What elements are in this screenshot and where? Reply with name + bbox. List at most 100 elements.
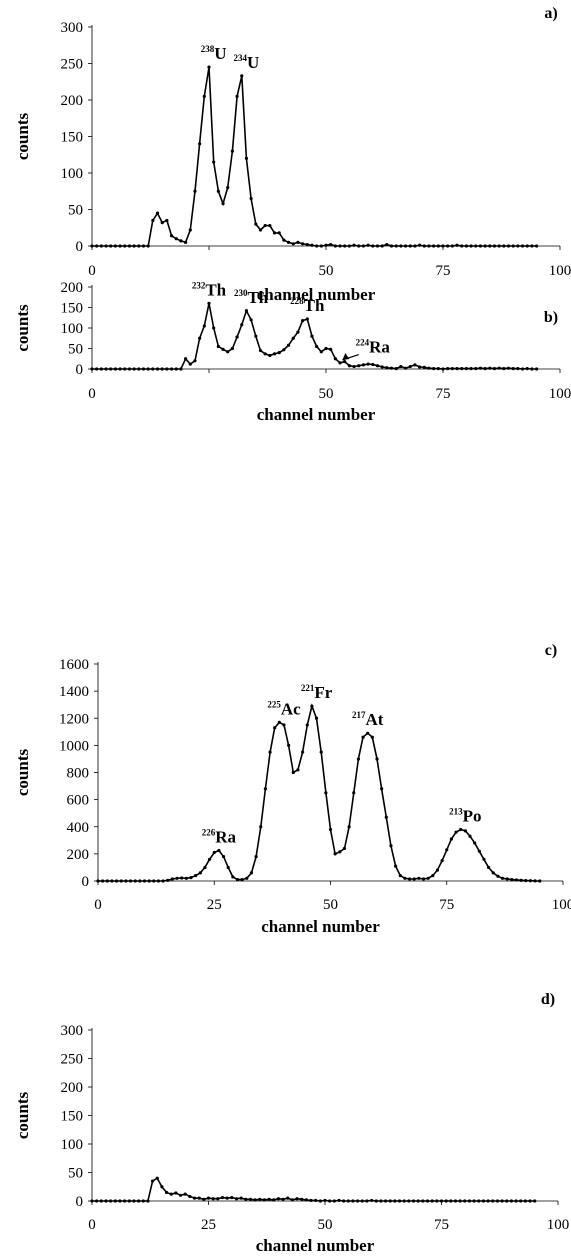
data-point [394,864,398,868]
data-point [202,1197,206,1201]
data-point [301,750,305,754]
x-tick-label: 100 [549,386,571,402]
data-point [198,336,202,340]
data-point [194,873,198,878]
data-point [272,1198,276,1202]
data-point [435,1199,439,1203]
data-point [105,879,109,883]
data-point [343,360,347,364]
data-point [133,879,137,883]
isotope-label: 217At [352,710,384,729]
data-point [384,815,388,819]
data-point [393,1199,397,1203]
data-point [366,362,370,366]
data-point [347,244,351,248]
data-point [408,244,412,248]
data-point [458,1199,462,1203]
data-point [500,1199,504,1203]
data-point [291,770,295,775]
data-point [244,309,249,313]
x-tick-label: 50 [318,1217,333,1233]
data-point [422,244,426,248]
data-point [474,366,478,371]
data-point [417,876,421,880]
data-point [272,231,277,235]
y-tick-label: 200 [61,280,84,296]
data-point [304,1198,308,1202]
data-point [291,336,295,340]
data-point [444,1199,448,1203]
data-point [446,244,450,248]
data-point [254,222,258,226]
data-point [460,366,464,371]
data-point [436,366,440,371]
data-point [179,239,183,243]
data-point [152,879,156,883]
data-point [113,244,117,248]
y-tick-label: 800 [67,766,90,782]
data-point [164,1190,169,1195]
data-point [449,1199,453,1203]
data-point [412,877,416,881]
data-point [151,218,155,223]
data-point [416,1199,420,1203]
data-point [450,244,454,248]
data-point [519,1199,523,1203]
data-point [169,367,174,371]
data-point [389,366,394,370]
data-point [520,367,525,371]
data-point [323,1198,327,1203]
data-point [430,1199,434,1203]
x-axis-title: channel number [257,405,376,424]
data-point [207,65,211,69]
panel-label: a) [544,5,557,22]
x-tick-label: 100 [552,897,571,913]
data-point [533,1199,537,1203]
x-axis-title: channel number [256,1236,375,1255]
data-point [101,879,105,883]
y-tick-label: 200 [61,1080,84,1096]
data-point [389,844,393,848]
data-point [109,244,113,248]
data-point [487,865,491,870]
data-point [333,852,337,856]
data-point [147,879,151,883]
data-point [506,366,511,370]
data-point [407,877,412,881]
data-point [277,231,281,235]
data-point [413,244,417,248]
data-point [119,879,123,883]
data-point [310,334,314,338]
data-point [310,243,314,247]
data-point [234,1197,239,1201]
data-point [295,1197,299,1201]
y-tick-label: 1000 [59,738,89,754]
data-point [460,244,464,248]
series-line [98,703,540,882]
data-point [96,879,100,883]
data-point [230,346,234,351]
data-point [138,879,142,883]
x-tick-label: 100 [547,1217,570,1233]
data-point [388,1199,392,1203]
data-point [99,1199,103,1203]
y-tick-label: 600 [67,793,90,809]
y-tick-label: 1200 [59,711,89,727]
data-point [188,228,192,232]
data-point [333,244,337,248]
x-tick-label: 100 [549,263,571,279]
data-point [220,1195,225,1200]
data-point [523,1199,527,1203]
data-point [203,865,207,870]
data-point [314,1198,318,1203]
data-point [268,750,272,754]
data-point [500,876,505,880]
data-point [104,367,108,371]
data-point [516,366,520,371]
data-point [253,1198,257,1202]
x-tick-label: 50 [319,263,334,279]
data-point [286,343,291,347]
data-point [343,244,347,248]
y-tick-label: 150 [61,301,84,317]
